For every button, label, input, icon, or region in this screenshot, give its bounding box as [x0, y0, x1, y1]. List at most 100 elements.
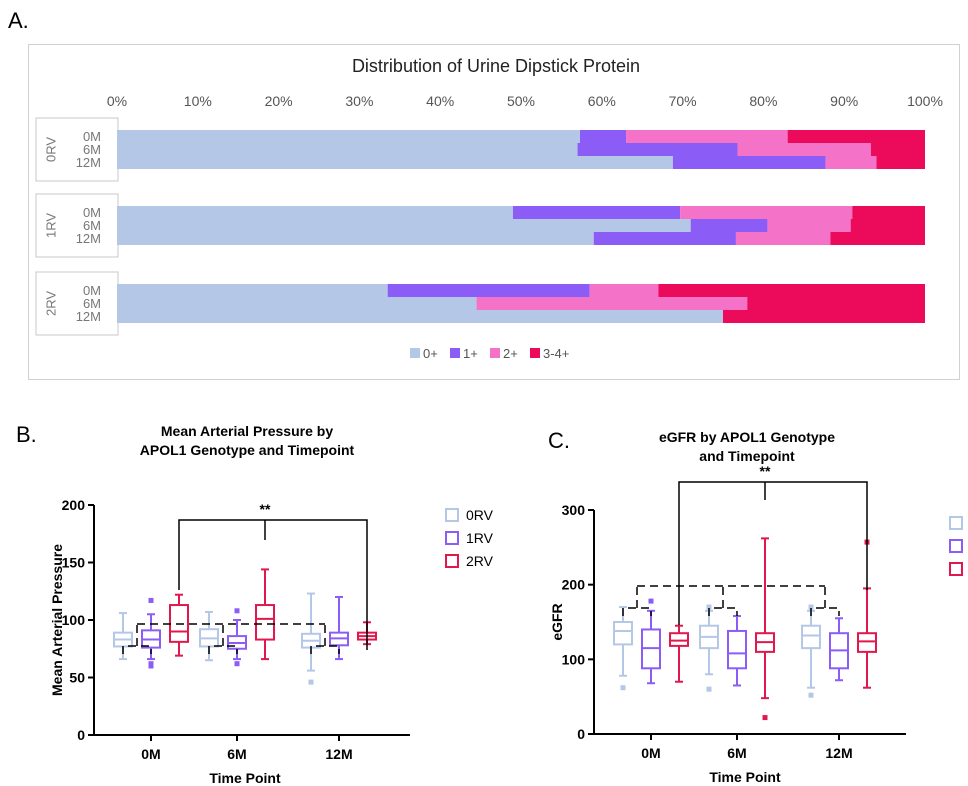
y-tick-label: 200 [562, 577, 586, 593]
outlier-point [234, 661, 240, 667]
y-tick-label: 0 [577, 726, 585, 742]
y-tick-label: 200 [62, 497, 86, 513]
row-label: 6M [83, 296, 101, 311]
box-body [801, 624, 821, 650]
bar-segment [737, 143, 871, 156]
bar-segment [387, 284, 590, 297]
outlier-point [648, 598, 654, 604]
bar-segment [117, 310, 723, 323]
box-body [255, 604, 275, 641]
legend-swatch [445, 531, 459, 545]
y-tick-label: 0 [77, 727, 85, 743]
bar-segment [830, 232, 925, 245]
bar-segment [117, 219, 691, 232]
x-tick-label: 12M [325, 746, 352, 762]
outlier-point [234, 608, 240, 614]
x-tick-label: 60% [588, 93, 616, 109]
outlier-point [706, 686, 712, 692]
y-tick-label: 50 [69, 670, 85, 686]
bracket-small [708, 607, 738, 616]
bar-segment [735, 232, 831, 245]
outlier-point [148, 597, 154, 603]
group-label-2RV: 2RV [43, 291, 58, 316]
row-label: 0M [83, 205, 101, 220]
chart-title: APOL1 Genotype and Timepoint [140, 442, 355, 458]
x-axis-label: Time Point [209, 770, 281, 786]
panel-b-label: B. [16, 422, 37, 447]
bar-segment [476, 297, 748, 310]
x-tick-label: 90% [830, 93, 858, 109]
legend-label: 3-4+ [543, 346, 569, 361]
chart-title: Distribution of Urine Dipstick Protein [352, 56, 640, 76]
row-label: 12M [76, 309, 101, 324]
x-tick-label: 10% [184, 93, 212, 109]
x-tick-label: 100% [907, 93, 943, 109]
x-tick-label: 6M [227, 746, 246, 762]
legend-label: 2RV [466, 553, 494, 569]
legend-label: 1+ [463, 346, 478, 361]
bar-segment [825, 156, 877, 169]
legend-swatch [445, 554, 459, 568]
bracket-small [122, 645, 152, 654]
x-tick-label: 0M [641, 745, 660, 761]
legend-label: 0RV [466, 507, 494, 523]
outlier-point [308, 679, 314, 685]
bracket-small [622, 607, 652, 616]
bar-segment [117, 206, 513, 219]
box-body [613, 621, 633, 646]
bracket-small [208, 645, 238, 654]
bar-segment [680, 206, 853, 219]
map-boxplot-chart: Mean Arterial Pressure by APOL1 Genotype … [49, 423, 494, 786]
y-tick-label: 100 [62, 612, 86, 628]
row-label: 6M [83, 218, 101, 233]
bar-segment [593, 232, 736, 245]
outlier-point [706, 604, 712, 610]
bar-segment [876, 156, 925, 169]
bar-segment [723, 310, 925, 323]
x-tick-label: 30% [345, 93, 373, 109]
bar-segment [579, 130, 627, 143]
bar-segment [512, 206, 681, 219]
y-tick-label: 150 [62, 555, 86, 571]
outlier-point [620, 685, 626, 691]
legend-swatch [949, 562, 963, 576]
row-label: 0M [83, 129, 101, 144]
bracket-solid [178, 519, 368, 650]
y-axis-label: Mean Arterial Pressure [49, 544, 65, 696]
panel-c-label: C. [548, 428, 570, 453]
x-tick-label: 80% [749, 93, 777, 109]
chart-title: Mean Arterial Pressure by [161, 423, 333, 439]
outlier-point [808, 692, 814, 698]
egfr-boxplot-chart: eGFR by APOL1 Genotype and Timepoint 0 100 2… [549, 429, 963, 785]
x-tick-label: 40% [426, 93, 454, 109]
group-label-1RV: 1RV [43, 213, 58, 238]
significance-label: ** [760, 463, 771, 479]
bar-segment [850, 219, 925, 232]
x-tick-label: 0M [141, 746, 160, 762]
legend-swatch [445, 508, 459, 522]
x-tick-label: 12M [825, 745, 852, 761]
x-tick-label: 70% [669, 93, 697, 109]
row-label: 12M [76, 155, 101, 170]
bar-segment [658, 284, 925, 297]
bar-segment [117, 143, 578, 156]
outlier-point [808, 604, 814, 610]
legend-label: 0+ [423, 346, 438, 361]
legend-label: 2+ [503, 346, 518, 361]
x-tick-label: 20% [265, 93, 293, 109]
legend-swatch [949, 516, 963, 530]
bar-segment [117, 232, 594, 245]
bar-segment [787, 130, 925, 143]
legend-swatch [410, 348, 420, 358]
bar-segment [747, 297, 925, 310]
y-tick-label: 300 [562, 502, 586, 518]
bar-segment [690, 219, 768, 232]
chart-title: and Timepoint [699, 448, 795, 464]
bracket-small [310, 645, 340, 654]
legend-swatch [450, 348, 460, 358]
legend-swatch [490, 348, 500, 358]
bar-segment [852, 206, 925, 219]
row-label: 0M [83, 283, 101, 298]
outlier-point [762, 715, 768, 721]
bar-segment [117, 297, 477, 310]
